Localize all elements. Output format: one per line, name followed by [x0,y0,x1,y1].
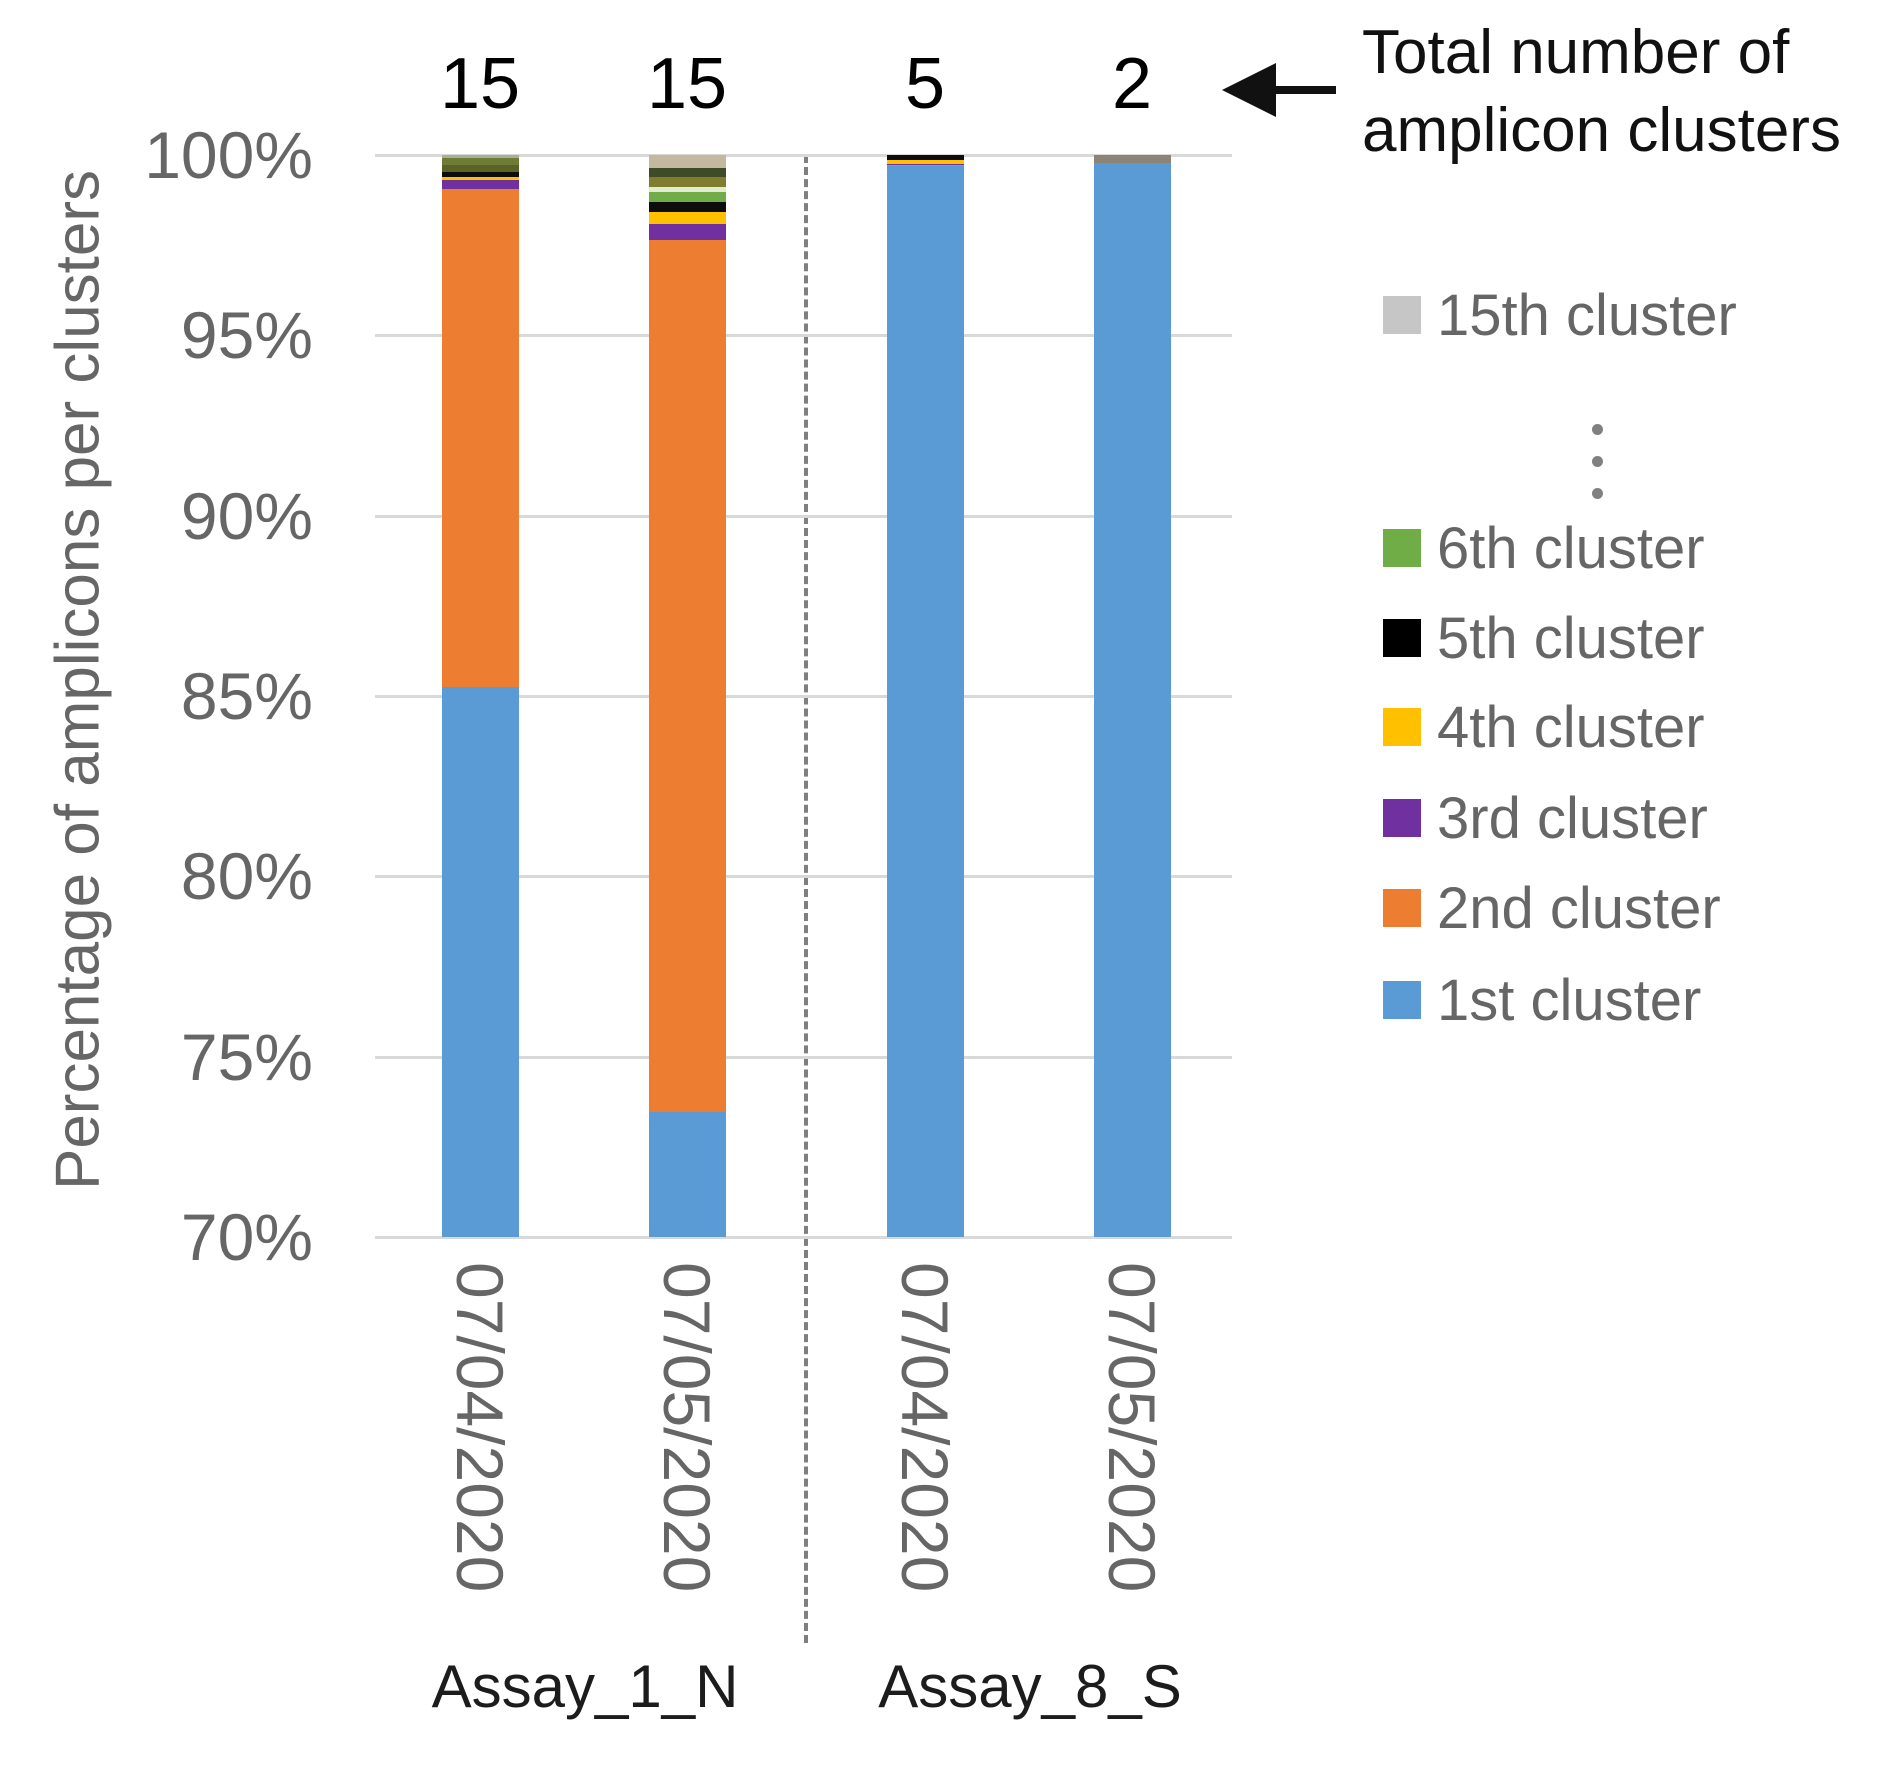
legend-item: 2nd cluster [1383,875,1721,941]
legend-swatch-icon [1383,529,1421,567]
bar-segment [648,201,726,212]
legend-ellipsis-dot [1592,488,1603,499]
bar-segment [441,165,519,173]
legend-label: 1st cluster [1437,967,1702,1033]
group-label: Assay_8_S [878,1653,1182,1720]
group-label: Assay_1_N [431,1653,739,1720]
bar-total-label: 15 [439,44,521,124]
gridline [375,1236,1232,1239]
bar-segment [648,211,726,224]
y-tick-label: 75% [180,1019,313,1094]
bar-segment [1093,162,1171,1237]
legend-item: 3rd cluster [1383,785,1708,851]
legend-item: 15th cluster [1383,282,1737,348]
bar-segment [648,155,726,169]
bar-segment [441,180,519,190]
legend-swatch-icon [1383,619,1421,657]
bar-segment [886,160,964,165]
gridline [375,695,1232,698]
group-separator-line [804,155,808,1643]
x-tick-label-text: 07/05/2020 [650,1262,724,1593]
y-tick-label: 100% [144,118,313,192]
legend-item: 5th cluster [1383,605,1705,671]
annotation-total-clusters: Total number of amplicon clusters [1362,18,1841,166]
bar-segment [648,177,726,187]
legend-item: 6th cluster [1383,515,1705,581]
legend-label: 6th cluster [1437,515,1705,581]
bar-segment [648,239,726,1112]
legend-ellipsis-dot [1592,456,1603,467]
gridline [375,514,1232,518]
bar-segment [441,157,519,166]
y-tick-label: 85% [180,659,313,733]
bar-segment [648,223,726,240]
bar-total-label: 15 [646,44,728,124]
bar-segment [886,155,964,161]
y-tick-label: 95% [180,298,313,373]
legend-item: 1st cluster [1383,967,1702,1033]
x-tick-label-text: 07/05/2020 [1095,1262,1169,1593]
legend-swatch-icon [1383,708,1421,746]
bar-segment [886,165,964,166]
bar-segment [648,1111,726,1237]
bar-segment [886,164,964,166]
bar-segment [441,177,519,181]
gridline [375,875,1232,879]
bar-segment [648,168,726,177]
bar-total-label: 5 [904,44,946,124]
x-tick-label: 07/05/2020 [1095,1262,1495,1592]
legend-item: 4th cluster [1383,694,1705,760]
bar-segment [441,686,519,1237]
legend-label: 15th cluster [1437,282,1737,348]
legend-swatch-icon [1383,889,1421,927]
legend-swatch-icon [1383,799,1421,837]
x-tick-label-text: 07/04/2020 [443,1262,517,1593]
y-tick-label: 90% [180,478,313,553]
gridline [375,154,1232,157]
bar-segment [441,155,519,158]
legend-label: 5th cluster [1437,605,1705,671]
legend-swatch-icon [1383,981,1421,1019]
legend-label: 2nd cluster [1437,875,1721,941]
legend-label: 3rd cluster [1437,785,1708,851]
gridline [375,1055,1232,1059]
gridline [375,334,1232,338]
bar-segment [441,189,519,687]
bar-segment [1093,155,1171,163]
bar-segment [886,165,964,1237]
y-tick-label: 70% [180,1200,313,1274]
x-tick-label-text: 07/04/2020 [888,1262,962,1593]
bar-segment [648,191,726,202]
bar-total-label: 2 [1111,44,1153,124]
arrow-line [1270,86,1336,94]
bar-segment [441,172,519,178]
y-tick-label: 80% [180,839,313,914]
bar-segment [648,186,726,192]
arrow-left-icon [1222,63,1276,117]
legend-swatch-icon [1383,296,1421,334]
legend-label: 4th cluster [1437,694,1705,760]
legend-ellipsis-dot [1592,424,1603,435]
